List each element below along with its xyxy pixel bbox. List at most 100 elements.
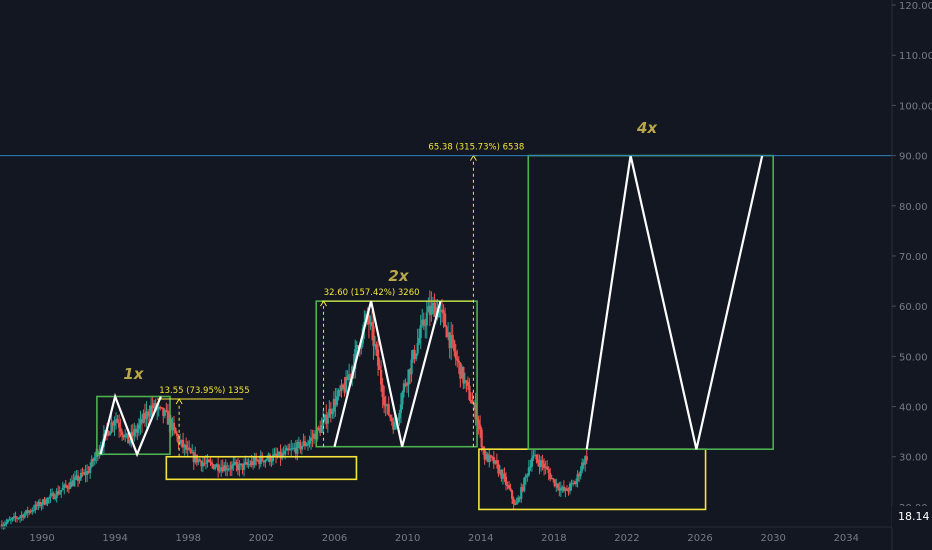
candle-body [463,380,466,384]
candle-body [64,484,67,487]
candle-body [206,459,209,463]
candle-body [290,448,293,450]
candle-body [160,407,163,409]
candle-body [428,306,431,316]
candle-body [110,422,113,432]
candle-body [261,455,264,461]
candle-body [398,412,401,419]
candle-body [207,459,211,462]
time-axis-tick-label: 2034 [834,533,859,544]
candle-body [29,510,32,512]
candle-body [529,466,532,468]
candle-body [44,503,48,505]
candle-body [480,429,483,447]
candle-body [437,312,441,318]
candle-body [454,351,457,359]
candle-body [87,470,90,473]
candle-body [297,441,300,443]
candle-body [284,450,287,455]
candle-body [300,446,304,450]
multiplier-label: 2x [388,267,409,285]
candle-body [407,369,410,385]
candle-body [456,358,459,361]
candle-body [471,402,474,404]
candle-body [175,433,179,437]
candle-body [448,332,451,349]
candle-body [457,360,460,363]
candle-body [121,431,124,436]
candle-body [285,448,288,451]
candle-body [472,402,476,404]
price-axis-tick-label: 30.00 [899,453,928,464]
candle-body [221,467,224,472]
candle-body [329,408,332,415]
candle-body [495,460,498,464]
candle-body [306,443,310,446]
candle-body [217,464,220,471]
candle-body [122,435,125,438]
candle-body [12,516,16,518]
candle-body [250,461,253,466]
candle-body [568,484,572,491]
candle-body [393,422,396,430]
time-axis[interactable]: 1990 1994 1998 2002 2006 2010 2014 2018 2022 2026… [0,526,932,544]
candle-body [178,441,182,444]
candle-body [489,455,492,457]
candle-body [468,385,471,401]
candle-body [311,437,314,439]
candle-body [28,510,31,513]
candle-body [527,467,530,476]
candle-body [146,411,150,417]
candle-body [143,413,147,420]
candle-body [440,309,444,311]
price-axis-tick-label: 60.00 [899,302,928,313]
candle-body [212,464,215,469]
candle-body [373,344,377,347]
candle-body [67,488,70,490]
candle-body [447,332,450,338]
candle-body [70,481,73,487]
candle-body [535,454,538,460]
candle-body [166,410,169,425]
candle-body [46,498,49,504]
candle-body [316,427,319,440]
candle-body [332,398,335,412]
candle-body [232,463,235,466]
candle-body [274,453,278,456]
candle-body [3,524,6,526]
candle-body [442,310,445,314]
price-axis-tick-label: 40.00 [899,403,928,414]
time-axis-tick-label: 2014 [468,533,493,544]
candle-body [341,384,345,388]
candle-body [491,456,494,458]
candle-body [425,312,428,326]
candle-body [303,441,307,446]
candle-body [328,408,331,418]
candle-body [268,454,272,463]
candle-body [305,445,308,447]
candle-body [376,349,380,366]
candle-body [8,519,11,521]
candle-body [270,461,273,463]
candle-body [372,326,375,347]
candles-layer [0,290,588,530]
candle-body [194,454,197,463]
candle-body [512,498,515,504]
candle-body [312,433,316,438]
candle-body [180,439,183,442]
candle-body [523,477,526,491]
candle-body [134,429,137,433]
time-axis-tick-label: 2006 [322,533,347,544]
measure-arrow-head [175,398,183,405]
candle-body [459,362,462,379]
candle-body [213,466,217,469]
candle-body [163,410,166,416]
candle-body [153,403,156,408]
candle-body [82,472,86,475]
candle-body [405,384,409,386]
candle-body [299,441,302,450]
candle-body [386,404,389,406]
candle-body [439,309,442,313]
candle-body [136,428,139,433]
